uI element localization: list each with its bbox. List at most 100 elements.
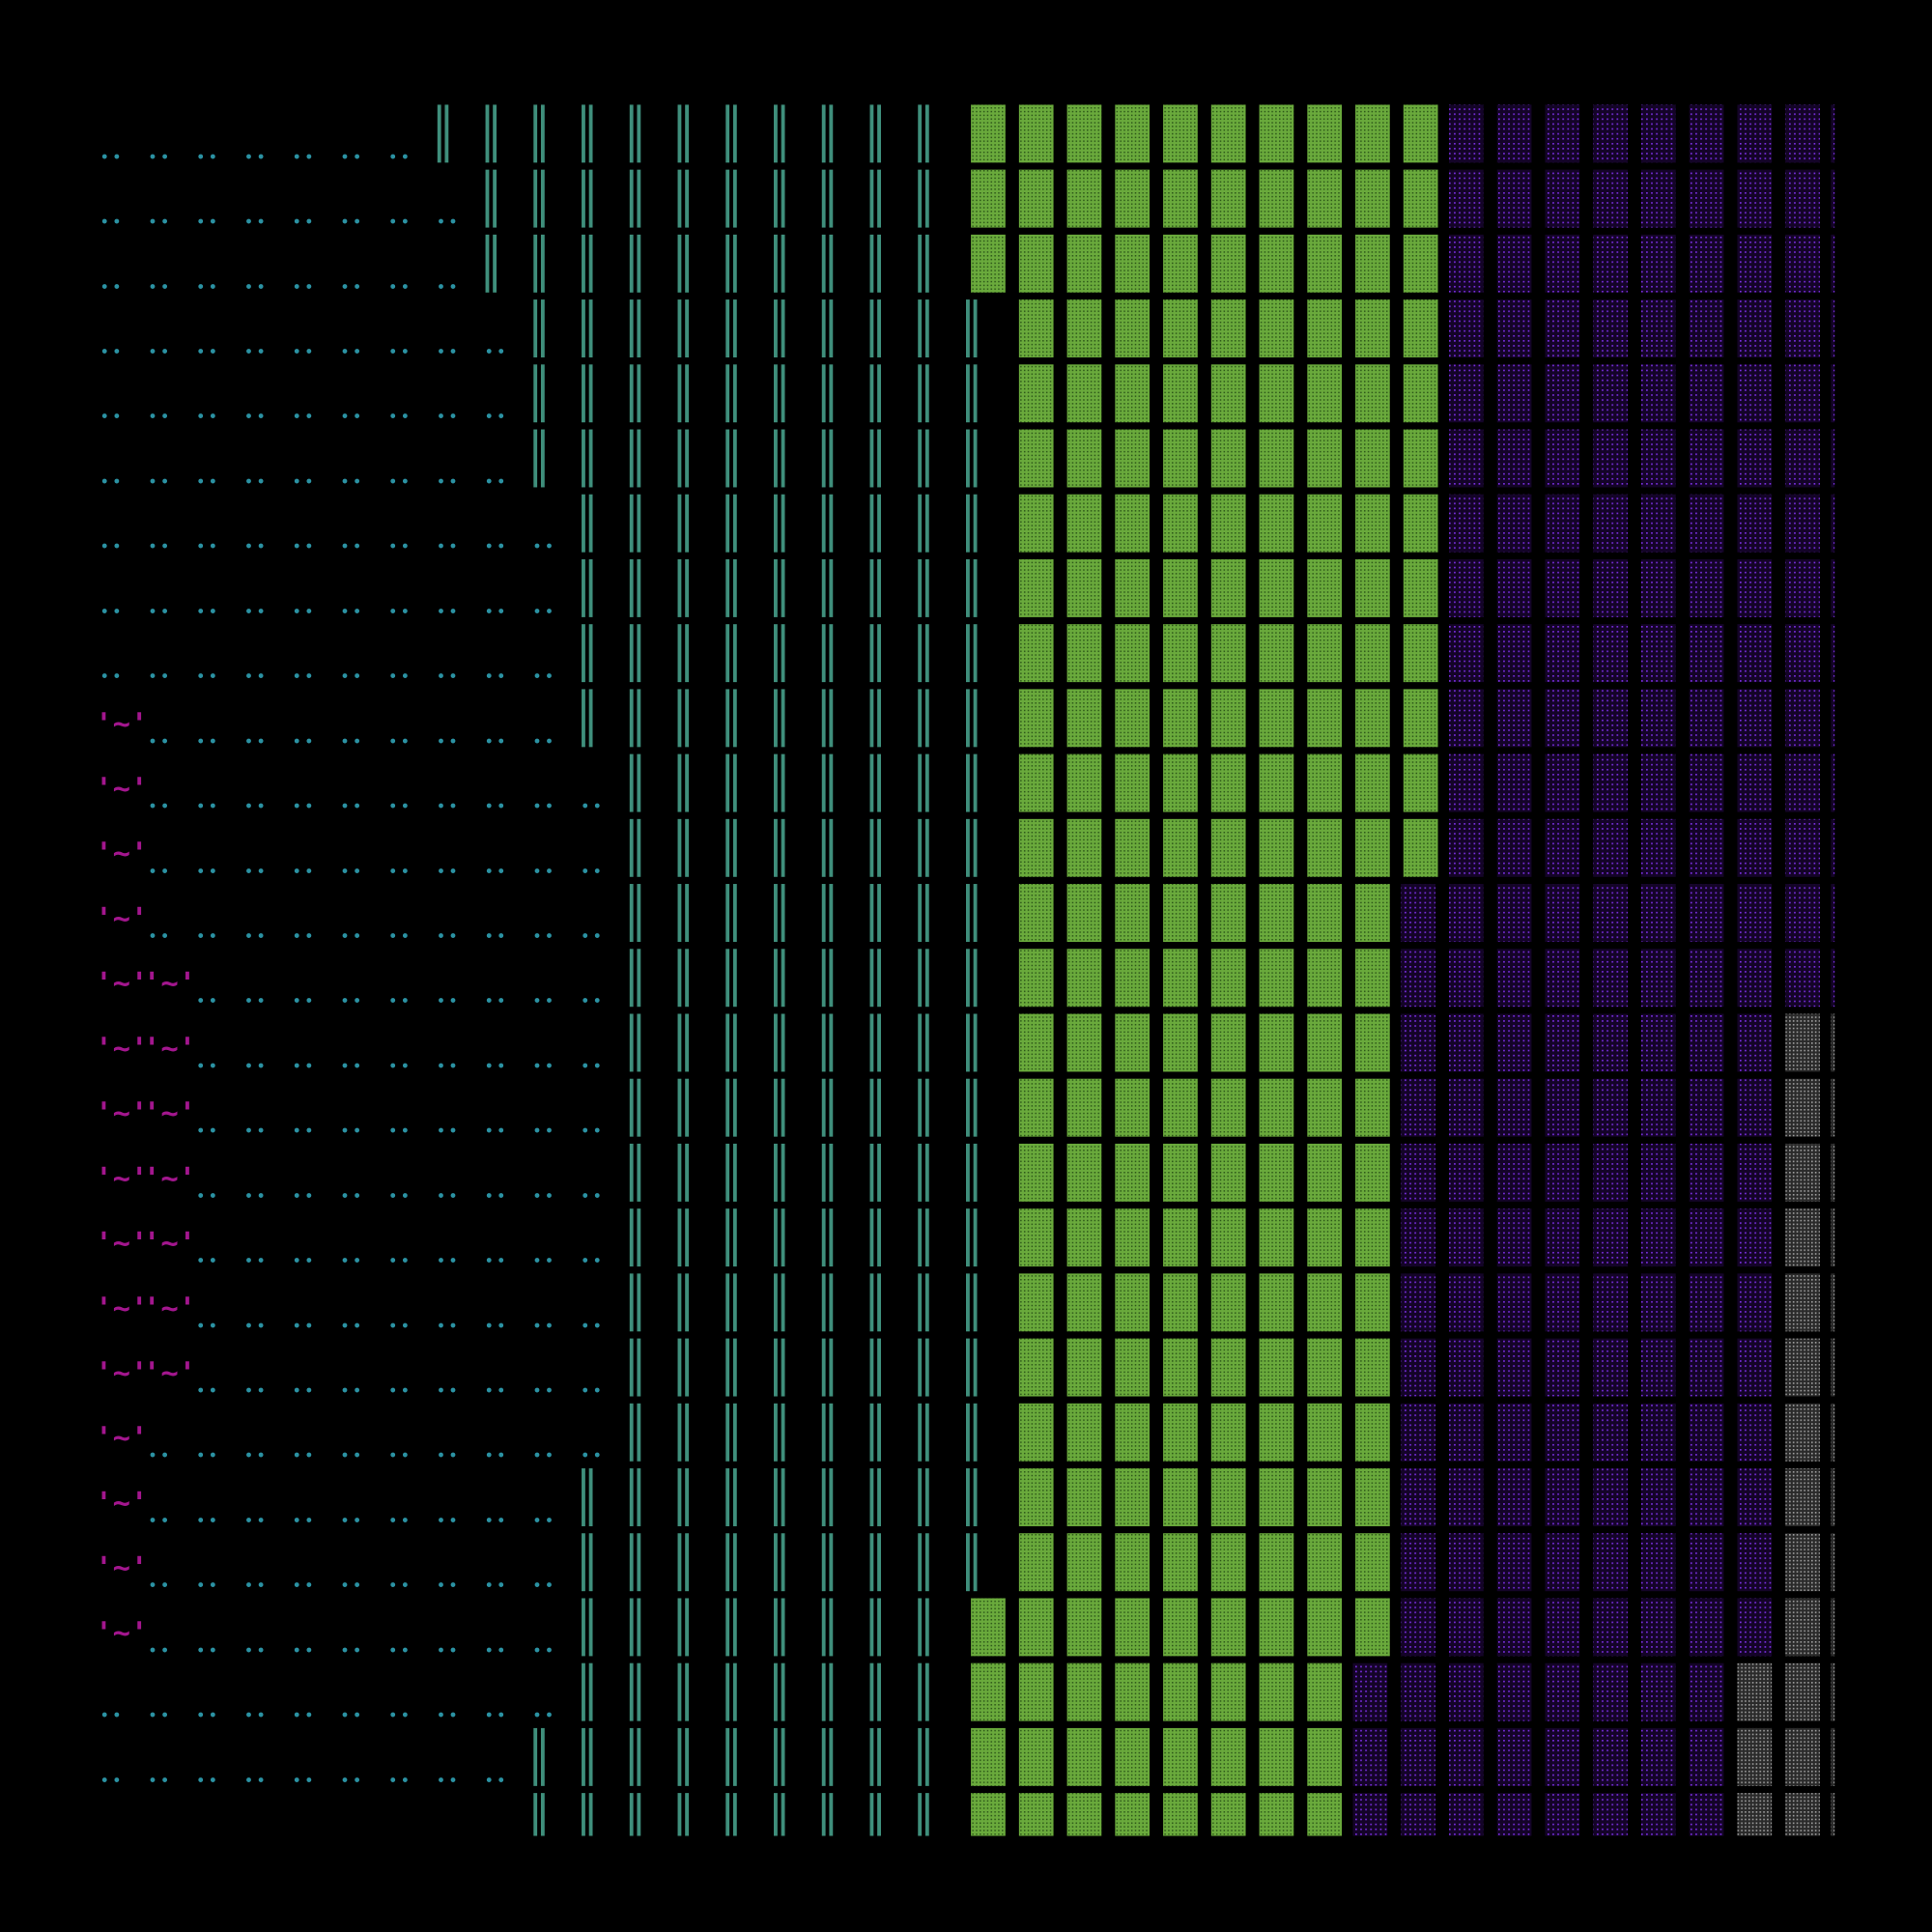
purple-block xyxy=(1593,818,1628,877)
purple-block xyxy=(1545,299,1580,358)
dot-glyph: •• xyxy=(437,863,461,881)
dot-glyph: •• xyxy=(196,1447,220,1465)
bar-glyph xyxy=(877,1403,881,1462)
green-block xyxy=(1307,104,1343,163)
bar-glyph xyxy=(966,949,970,1008)
bar-glyph xyxy=(582,1598,585,1657)
purple-block xyxy=(1496,1727,1532,1786)
green-block xyxy=(1403,624,1438,683)
bar-glyph xyxy=(918,1533,923,1592)
dot-glyph: •• xyxy=(340,732,364,751)
bar-glyph xyxy=(973,494,978,553)
green-block xyxy=(1307,1662,1343,1721)
green-block xyxy=(1259,104,1294,163)
purple-block xyxy=(1449,1468,1484,1526)
dot-glyph: •• xyxy=(340,1187,364,1206)
bar-glyph xyxy=(821,1338,826,1397)
dot-glyph: •• xyxy=(388,732,412,751)
bar-glyph xyxy=(781,1727,785,1786)
dot-glyph: •• xyxy=(292,1707,316,1725)
green-block xyxy=(1259,169,1294,228)
bar-glyph xyxy=(629,1208,634,1267)
purple-block xyxy=(1449,1533,1484,1592)
bar-glyph xyxy=(774,299,778,358)
purple-block xyxy=(1496,689,1532,748)
dot-glyph: •• xyxy=(148,798,172,816)
bar-glyph xyxy=(821,1598,826,1657)
green-block xyxy=(1259,1143,1294,1202)
bar-glyph xyxy=(677,1013,682,1072)
dot-glyph: •• xyxy=(388,1641,412,1660)
bar-glyph xyxy=(533,169,538,228)
dot-glyph: •• xyxy=(484,472,508,491)
dot-glyph: •• xyxy=(99,1707,124,1725)
edge-strip xyxy=(1831,1403,1835,1462)
gray-block xyxy=(1785,1793,1820,1836)
purple-block xyxy=(1640,169,1676,228)
green-block xyxy=(1307,1403,1343,1462)
purple-block xyxy=(1496,1273,1532,1332)
green-block xyxy=(1259,1468,1294,1526)
bar-glyph xyxy=(781,689,785,748)
green-block xyxy=(1115,1273,1151,1332)
bar-glyph xyxy=(877,949,881,1008)
dot-glyph: •• xyxy=(148,603,172,621)
bar-glyph xyxy=(629,1078,634,1137)
edge-strip xyxy=(1831,624,1835,683)
dot-glyph: •• xyxy=(244,1512,269,1530)
purple-block xyxy=(1545,1078,1580,1137)
green-block xyxy=(1115,364,1151,423)
dot-glyph: •• xyxy=(244,408,269,426)
bar-glyph xyxy=(637,1338,641,1397)
purple-block xyxy=(1640,689,1676,748)
bar-glyph xyxy=(869,884,874,943)
bar-glyph xyxy=(582,104,585,163)
bar-glyph xyxy=(588,1727,593,1786)
dot-glyph: •• xyxy=(437,603,461,621)
bar-glyph xyxy=(973,1143,978,1202)
dot-glyph: •• xyxy=(532,1641,556,1660)
face-glyph: '~' xyxy=(95,1422,148,1456)
bar-glyph xyxy=(966,818,970,877)
dot-glyph: •• xyxy=(581,1447,605,1465)
bar-glyph xyxy=(725,818,730,877)
bar-glyph xyxy=(677,299,682,358)
green-block xyxy=(1018,299,1054,358)
purple-block xyxy=(1449,1338,1484,1397)
bar-glyph xyxy=(829,1403,834,1462)
dot-glyph: •• xyxy=(244,603,269,621)
dot-glyph: •• xyxy=(99,668,124,686)
bar-glyph xyxy=(877,364,881,423)
green-block xyxy=(1163,1468,1198,1526)
green-block xyxy=(1403,689,1438,748)
dot-glyph: •• xyxy=(532,732,556,751)
purple-block xyxy=(1640,1143,1676,1202)
bar-glyph xyxy=(821,169,826,228)
bar-glyph xyxy=(877,558,881,617)
bar-glyph xyxy=(973,753,978,812)
bar-glyph xyxy=(877,1727,881,1786)
face-glyph: '~' xyxy=(95,1357,148,1391)
bar-glyph xyxy=(629,1793,634,1836)
purple-block xyxy=(1401,1793,1435,1836)
dot-glyph: •• xyxy=(99,148,124,166)
bar-glyph xyxy=(877,1662,881,1721)
bar-glyph xyxy=(877,1338,881,1397)
dot-glyph: •• xyxy=(196,668,220,686)
bar-glyph xyxy=(774,429,778,488)
gray-block xyxy=(1785,1078,1820,1137)
bar-glyph xyxy=(966,753,970,812)
bar-glyph xyxy=(725,1533,730,1592)
purple-block xyxy=(1496,234,1532,293)
dot-glyph: •• xyxy=(292,1122,316,1141)
green-block xyxy=(1163,429,1198,488)
bar-glyph xyxy=(973,364,978,423)
bar-glyph xyxy=(677,429,682,488)
edge-strip xyxy=(1831,169,1835,228)
bar-glyph xyxy=(829,169,834,228)
bar-glyph xyxy=(781,1403,785,1462)
bar-glyph xyxy=(877,1793,881,1836)
purple-block xyxy=(1785,494,1820,553)
dot-glyph: •• xyxy=(196,798,220,816)
